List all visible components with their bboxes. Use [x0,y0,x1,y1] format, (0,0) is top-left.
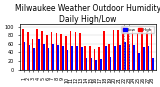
Bar [52,44,54,70]
Bar [60,34,62,70]
Bar [98,47,100,70]
Bar [62,46,64,70]
Bar [89,46,91,70]
Title: Milwaukee Weather Outdoor Humidity
Daily High/Low: Milwaukee Weather Outdoor Humidity Daily… [15,4,160,24]
Bar [94,49,95,70]
Bar [124,42,126,70]
Bar [86,58,88,70]
Bar [65,36,67,70]
Bar [119,45,121,70]
Bar [143,47,145,70]
Bar [127,29,129,70]
Bar [148,46,149,70]
Bar [129,44,130,70]
Bar [110,57,111,70]
Bar [122,27,124,70]
Bar [43,44,44,70]
Bar [48,48,49,70]
Bar [117,30,119,70]
Bar [132,31,133,70]
Bar [29,45,30,70]
Bar [27,32,29,70]
Bar [152,58,154,70]
Bar [38,39,40,70]
Bar [151,29,152,70]
Bar [138,53,140,70]
Bar [24,42,25,70]
Bar [56,33,57,70]
Bar [41,31,43,70]
Bar [72,46,73,70]
Bar [103,31,105,70]
Bar [75,32,76,70]
Bar [133,45,135,70]
Bar [91,58,92,70]
Bar [33,48,35,70]
Bar [22,29,24,70]
Bar [79,33,81,70]
Bar [36,29,38,70]
Bar [67,50,68,70]
Bar [113,30,114,70]
Bar [114,46,116,70]
Legend: Low, High: Low, High [121,26,154,33]
Bar [32,39,33,70]
Bar [57,45,59,70]
Bar [81,47,83,70]
Bar [51,32,52,70]
Bar [146,32,148,70]
Bar [100,59,102,70]
Bar [76,46,78,70]
Bar [136,33,138,70]
Bar [105,46,107,70]
Bar [84,46,86,70]
Bar [95,60,97,70]
Bar [70,31,72,70]
Bar [108,44,110,70]
Bar [46,35,48,70]
Bar [141,31,143,70]
